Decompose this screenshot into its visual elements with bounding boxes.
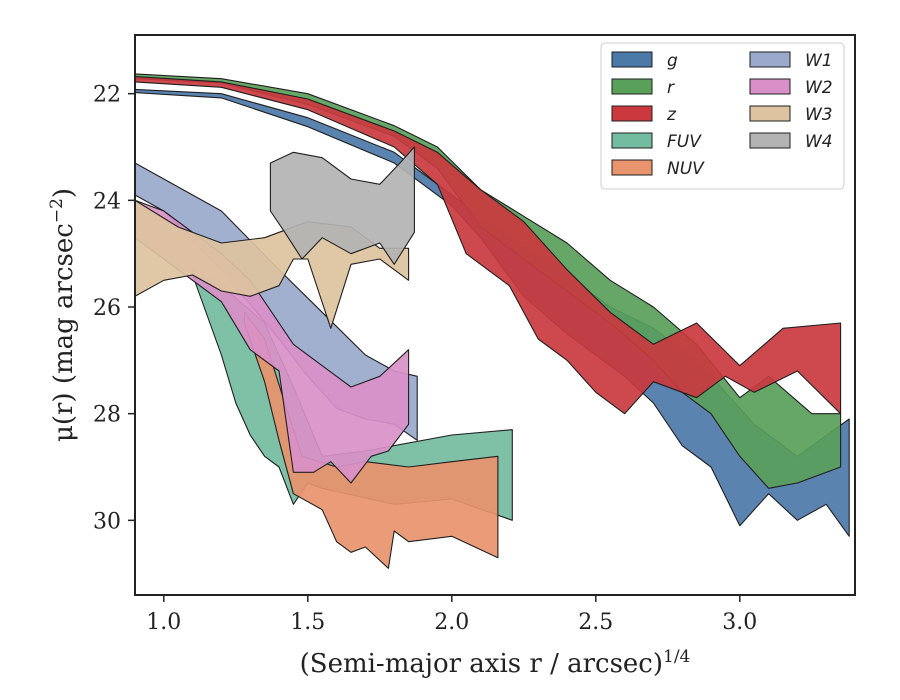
x-tick-label: 3.0 xyxy=(722,610,757,635)
legend-swatch-w1 xyxy=(749,51,791,68)
legend-swatch-z xyxy=(611,105,653,122)
x-tick-label: 1.5 xyxy=(290,610,325,635)
y-tick-label: 24 xyxy=(93,189,121,214)
series-band-w4 xyxy=(269,146,415,265)
legend-label-r: r xyxy=(667,78,675,98)
y-axis-label: μ(r) (mag arcsec−2) xyxy=(47,188,79,442)
legend-swatch-w2 xyxy=(749,78,791,95)
legend-label-w2: W2 xyxy=(805,78,833,98)
legend-label-w1: W1 xyxy=(805,51,833,71)
legend-label-w3: W3 xyxy=(805,105,833,125)
x-tick-label: 2.0 xyxy=(434,610,469,635)
legend-swatch-nuv xyxy=(611,159,653,176)
legend-swatch-w3 xyxy=(749,105,791,122)
y-tick-label: 26 xyxy=(93,296,121,321)
legend-label-z: z xyxy=(666,105,677,125)
legend: grz FUV NUV W1 W2 W3 W4 xyxy=(600,42,845,190)
y-axis: 22 24 26 28 30 xyxy=(93,83,135,534)
series-band-z xyxy=(135,76,842,415)
legend-swatch-g xyxy=(611,51,653,68)
x-tick-label: 2.5 xyxy=(578,610,613,635)
y-tick-label: 28 xyxy=(93,403,121,428)
legend-label-g: g xyxy=(667,51,678,71)
legend-label-fuv: FUV xyxy=(667,132,702,152)
legend-swatch-w4 xyxy=(749,132,791,149)
x-axis-label: (Semi-major axis r / arcsec)1/4 xyxy=(300,647,691,679)
plot-frame xyxy=(134,34,856,596)
legend-swatch-fuv xyxy=(611,132,653,149)
legend-label-w4: W4 xyxy=(805,132,833,152)
x-tick-label: 1.0 xyxy=(146,610,181,635)
legend-swatch-r xyxy=(611,78,653,95)
series-layer xyxy=(135,73,850,569)
y-tick-label: 22 xyxy=(93,83,121,108)
legend-label-nuv: NUV xyxy=(667,159,705,179)
x-axis: 1.0 1.5 2.0 2.5 3.0 xyxy=(146,595,757,635)
y-tick-label: 30 xyxy=(93,509,121,534)
